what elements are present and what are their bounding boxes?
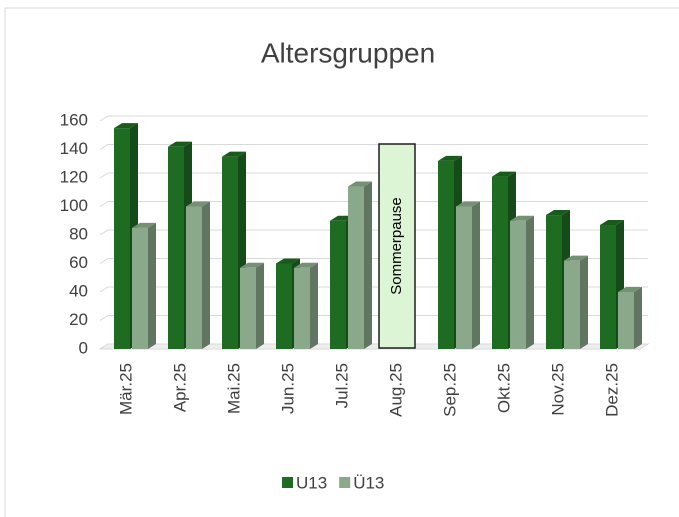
bar bbox=[564, 255, 588, 349]
legend-label: U13 bbox=[296, 473, 327, 492]
bar bbox=[618, 287, 642, 349]
bar-top bbox=[438, 155, 462, 161]
x-tick-label: Mai.25 bbox=[224, 363, 243, 414]
bar-top bbox=[510, 215, 534, 221]
bar-front bbox=[348, 186, 364, 349]
y-tick-label: 80 bbox=[69, 224, 88, 243]
bar bbox=[132, 222, 156, 349]
grid-line bbox=[99, 115, 648, 122]
bar bbox=[348, 181, 372, 349]
bar-front bbox=[330, 220, 346, 349]
bar-front bbox=[546, 215, 562, 349]
bar-side bbox=[634, 287, 642, 349]
annotation: Sommerpause bbox=[388, 197, 405, 295]
x-tick-label: Dez.25 bbox=[602, 363, 621, 417]
bar-top bbox=[294, 262, 318, 268]
y-tick-label: 40 bbox=[69, 281, 88, 300]
grid-line bbox=[99, 144, 648, 150]
bar-top bbox=[348, 181, 372, 187]
bar-front bbox=[492, 176, 508, 349]
grid-line bbox=[99, 172, 648, 179]
bar-top bbox=[564, 255, 588, 261]
x-tick-label: Jun.25 bbox=[278, 363, 297, 414]
bar-side bbox=[202, 201, 210, 349]
bar-top bbox=[186, 201, 210, 207]
bar-side bbox=[580, 255, 588, 349]
bar-front bbox=[132, 227, 148, 349]
bar-front bbox=[114, 128, 130, 349]
bar-front bbox=[618, 292, 634, 349]
bar-top bbox=[132, 222, 156, 228]
x-tick-label: Aug.25 bbox=[386, 363, 405, 417]
bar-top bbox=[240, 262, 264, 268]
bar-front bbox=[276, 263, 292, 349]
x-tick-label: Mär.25 bbox=[116, 363, 135, 415]
bar bbox=[456, 201, 480, 349]
y-tick-label: 160 bbox=[60, 110, 88, 129]
bar-side bbox=[310, 262, 318, 349]
bar-front bbox=[168, 146, 184, 349]
y-tick-label: 60 bbox=[69, 253, 88, 272]
bar-side bbox=[256, 262, 264, 349]
bar-side bbox=[148, 222, 156, 349]
y-tick-label: 0 bbox=[79, 338, 88, 357]
y-tick-label: 100 bbox=[60, 196, 88, 215]
bar-front bbox=[510, 220, 526, 349]
bar-top bbox=[618, 287, 642, 292]
bar-top bbox=[546, 210, 570, 216]
x-tick-label: Nov.25 bbox=[548, 363, 567, 416]
chart-title: Altersgruppen bbox=[261, 37, 435, 68]
bar-top bbox=[276, 258, 300, 264]
bar bbox=[186, 201, 210, 349]
bar bbox=[294, 262, 318, 349]
y-tick-label: 20 bbox=[69, 310, 88, 329]
y-tick-label: 120 bbox=[60, 167, 88, 186]
bar bbox=[510, 215, 534, 349]
bar-front bbox=[240, 267, 256, 349]
x-tick-label: Sep.25 bbox=[440, 363, 459, 417]
annotation-box bbox=[378, 143, 416, 349]
bar-front bbox=[456, 206, 472, 349]
bar-front bbox=[186, 206, 202, 349]
bar bbox=[240, 262, 264, 349]
bar-front bbox=[564, 260, 580, 349]
legend-label: Ü13 bbox=[353, 473, 384, 492]
bar-side bbox=[526, 215, 534, 349]
bar-front bbox=[600, 225, 616, 349]
bar-top bbox=[114, 123, 138, 129]
x-tick-label: Okt.25 bbox=[494, 363, 513, 413]
legend-swatch bbox=[339, 477, 351, 488]
bar-front bbox=[438, 160, 454, 349]
bar-top bbox=[492, 171, 516, 177]
bar-side bbox=[472, 201, 480, 349]
bar-front bbox=[294, 267, 310, 349]
bar-side bbox=[364, 181, 372, 349]
legend-swatch bbox=[282, 477, 293, 488]
bar-top bbox=[600, 220, 624, 226]
bar-front bbox=[222, 156, 238, 349]
x-tick-label: Apr.25 bbox=[170, 363, 189, 412]
bar-top bbox=[456, 201, 480, 207]
bar-top bbox=[222, 151, 246, 157]
y-tick-label: 140 bbox=[60, 139, 88, 158]
bar-top bbox=[168, 141, 192, 147]
x-tick-label: Jul.25 bbox=[332, 363, 351, 408]
